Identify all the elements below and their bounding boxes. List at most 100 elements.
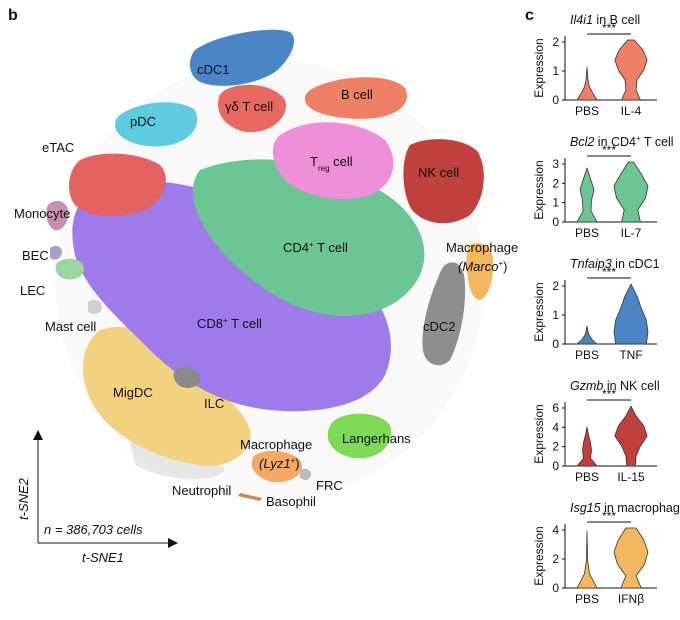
tsne-y-axis-label: t-SNE2 bbox=[16, 477, 31, 520]
label-macro-lyz1: Macrophage bbox=[240, 437, 312, 452]
label-langerhans: Langerhans bbox=[342, 431, 411, 446]
violin-panel-3: Gzmb in NK cell 0 2 4 6 Expression PBS IL-15 *** bbox=[532, 379, 660, 484]
cluster-frc bbox=[300, 468, 312, 480]
label-macro-marco-2-main: (Marco bbox=[458, 259, 498, 274]
violin-panel-4: Isg15 in macrophage 0 2 4 Expression PBS IFNβ *… bbox=[532, 501, 680, 606]
violin-title-rest2-1: T cell bbox=[641, 135, 674, 149]
violin-title-gene-3: Gzmb bbox=[570, 379, 603, 393]
violin-title-3: Gzmb in NK cell bbox=[570, 379, 660, 393]
violin-title-rest-4: in macrophage bbox=[601, 501, 680, 515]
label-gdt: γδ T cell bbox=[225, 99, 273, 114]
violin-pbs-1 bbox=[576, 167, 598, 223]
label-ilc: ILC bbox=[204, 396, 224, 411]
tsne-x-axis-label: t-SNE1 bbox=[82, 550, 124, 565]
cluster-cdc1 bbox=[189, 29, 295, 86]
violin-group-label-4-1: IFNβ bbox=[618, 592, 644, 606]
cluster-pdc bbox=[115, 102, 198, 147]
cluster-mast bbox=[88, 300, 102, 315]
label-cd8: CD8+ T cell bbox=[197, 316, 262, 331]
label-treg-rest: cell bbox=[330, 154, 353, 169]
violin-title-4: Isg15 in macrophage bbox=[570, 501, 680, 515]
cluster-migdc bbox=[83, 326, 251, 466]
violin-pbs-0 bbox=[576, 66, 598, 101]
label-migdc: MigDC bbox=[113, 385, 153, 400]
violin-group-label-2-1: TNF bbox=[619, 348, 642, 362]
label-nk: NK cell bbox=[418, 165, 459, 180]
violin-group-label-0-0: PBS bbox=[575, 104, 599, 118]
violin-ytick-label-1-0: 0 bbox=[552, 215, 559, 229]
label-monocyte: Monocyte bbox=[14, 206, 70, 221]
label-treg: Treg cell bbox=[310, 154, 353, 173]
label-lec: LEC bbox=[20, 283, 45, 298]
label-cd8-main: CD8 bbox=[197, 316, 223, 331]
label-cd4: CD4+ T cell bbox=[283, 240, 348, 255]
violin-title-rest-0: in B cell bbox=[593, 13, 640, 27]
tsne-axes: t-SNE2 t-SNE1 n = 386,703 cells bbox=[16, 430, 178, 565]
violin-group-label-3-1: IL-15 bbox=[617, 470, 645, 484]
cluster-langerhans bbox=[327, 413, 392, 459]
violin-trt-3 bbox=[614, 405, 648, 467]
violin-trt-1 bbox=[613, 161, 649, 223]
violin-panel-1: Bcl2 in CD4+ T cell 0 1 2 3 Expression PBS IL-7… bbox=[532, 134, 674, 240]
violin-ytick-label-4-0: 0 bbox=[552, 581, 559, 595]
violin-ylabel-3: Expression bbox=[532, 404, 546, 463]
violin-title-gene-1: Bcl2 bbox=[570, 135, 594, 149]
violin-sig-1: *** bbox=[602, 143, 616, 157]
label-etac: eTAC bbox=[42, 140, 74, 155]
label-macro-lyz1-2-sup: + bbox=[291, 456, 296, 465]
label-frc: FRC bbox=[316, 478, 343, 493]
cluster-cdc2 bbox=[422, 262, 466, 366]
violin-ylabel-1: Expression bbox=[532, 160, 546, 219]
violin-group-label-3-0: PBS bbox=[575, 470, 599, 484]
violin-panel-2: Tnfaip3 in cDC1 0 1 2 Expression PBS TNF *** bbox=[532, 257, 660, 362]
violin-trt-4 bbox=[613, 527, 649, 589]
tsne-labels: cDC1 γδ T cell B cell pDC eTAC Treg cell… bbox=[14, 62, 518, 509]
violin-group-label-1-1: IL-7 bbox=[621, 226, 642, 240]
label-macro-lyz1-2-main: (Lyz1 bbox=[259, 456, 291, 471]
cluster-lec bbox=[55, 258, 84, 280]
label-macro-marco-2-rest: ) bbox=[503, 259, 507, 274]
violin-title-rest-2: in cDC1 bbox=[612, 257, 660, 271]
violin-ytick-label-1-3: 3 bbox=[552, 157, 559, 171]
violin-panel-0: Il4i1 in B cell 0 1 2 Expression PBS IL-4 *** bbox=[532, 13, 657, 118]
label-macro-marco-2-sup: + bbox=[498, 259, 503, 268]
violin-title-gene-4: Isg15 bbox=[570, 501, 601, 515]
cluster-bcell bbox=[304, 77, 407, 119]
violin-title-0: Il4i1 in B cell bbox=[570, 13, 640, 27]
label-cdc2: cDC2 bbox=[423, 319, 456, 334]
violin-title-2: Tnfaip3 in cDC1 bbox=[570, 257, 660, 271]
cluster-ilc bbox=[173, 367, 200, 388]
cluster-treg bbox=[272, 122, 394, 200]
violin-ytick-label-3-0: 0 bbox=[552, 459, 559, 473]
violin-ytick-label-0-1: 1 bbox=[552, 64, 559, 78]
cluster-cd4 bbox=[192, 159, 425, 316]
label-bcell: B cell bbox=[341, 87, 373, 102]
violin-ytick-label-0-0: 0 bbox=[552, 93, 559, 107]
cluster-nk bbox=[403, 139, 484, 224]
violin-ylabel-2: Expression bbox=[532, 282, 546, 341]
violin-sig-0: *** bbox=[602, 21, 616, 35]
label-bec: BEC bbox=[22, 248, 49, 263]
violin-ytick-label-4-1: 2 bbox=[552, 552, 559, 566]
violin-title-gene-2: Tnfaip3 bbox=[570, 257, 612, 271]
violin-trt-0 bbox=[614, 39, 648, 101]
label-cd4-main: CD4 bbox=[283, 240, 309, 255]
violin-sig-3: *** bbox=[602, 387, 616, 401]
label-macro-marco-2: (Marco+) bbox=[458, 259, 507, 274]
label-cdc1: cDC1 bbox=[197, 62, 230, 77]
label-treg-sub: reg bbox=[318, 164, 330, 173]
tsne-y-arrowhead bbox=[33, 430, 43, 440]
violin-title-rest-3: in NK cell bbox=[603, 379, 659, 393]
label-macro-lyz1-2-rest: ) bbox=[295, 456, 299, 471]
violin-ytick-label-3-1: 2 bbox=[552, 440, 559, 454]
label-mast: Mast cell bbox=[45, 319, 96, 334]
violin-ytick-label-3-3: 6 bbox=[552, 401, 559, 415]
violin-pbs-4 bbox=[576, 530, 598, 589]
violin-title-gene-0: Il4i1 bbox=[570, 13, 593, 27]
label-pdc: pDC bbox=[130, 114, 156, 129]
panel-c-letter: c bbox=[525, 7, 534, 24]
violin-group-label-2-0: PBS bbox=[575, 348, 599, 362]
violin-ytick-label-1-1: 1 bbox=[552, 196, 559, 210]
tsne-plot bbox=[46, 29, 494, 501]
